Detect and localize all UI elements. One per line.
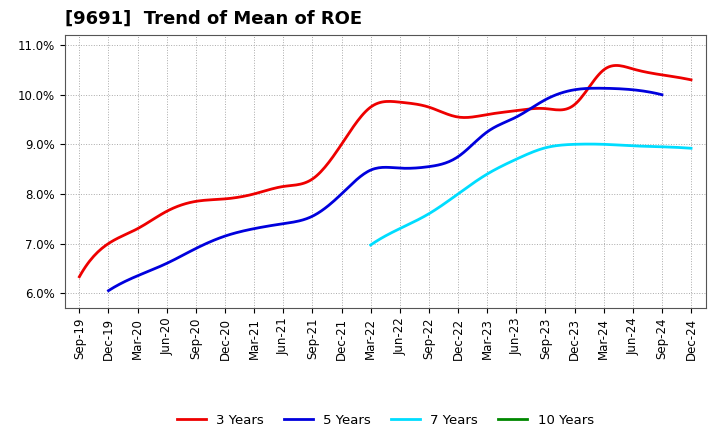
Text: [9691]  Trend of Mean of ROE: [9691] Trend of Mean of ROE [65, 10, 362, 28]
5 Years [608, 86, 616, 91]
7 Years [658, 144, 667, 150]
Line: 3 Years: 3 Years [79, 66, 691, 277]
5 Years [593, 85, 601, 91]
7 Years [367, 242, 376, 247]
5 Years [432, 163, 441, 168]
3 Years [439, 110, 448, 115]
7 Years [562, 142, 571, 147]
3 Years [611, 63, 620, 68]
5 Years [104, 288, 113, 293]
Line: 5 Years: 5 Years [109, 88, 662, 291]
7 Years [366, 242, 375, 248]
7 Years [557, 143, 566, 148]
5 Years [443, 160, 451, 165]
7 Years [687, 146, 696, 151]
3 Years [590, 77, 599, 82]
5 Years [570, 87, 579, 92]
7 Years [556, 143, 564, 148]
3 Years [631, 67, 640, 73]
3 Years [75, 274, 84, 279]
5 Years [657, 92, 666, 97]
3 Years [77, 271, 86, 276]
3 Years [437, 109, 446, 114]
5 Years [106, 287, 114, 292]
3 Years [687, 77, 696, 82]
5 Years [433, 162, 442, 168]
7 Years [637, 143, 646, 149]
Line: 7 Years: 7 Years [371, 144, 691, 245]
Legend: 3 Years, 5 Years, 7 Years, 10 Years: 3 Years, 5 Years, 7 Years, 10 Years [171, 409, 599, 433]
3 Years [449, 114, 458, 119]
7 Years [585, 141, 593, 147]
